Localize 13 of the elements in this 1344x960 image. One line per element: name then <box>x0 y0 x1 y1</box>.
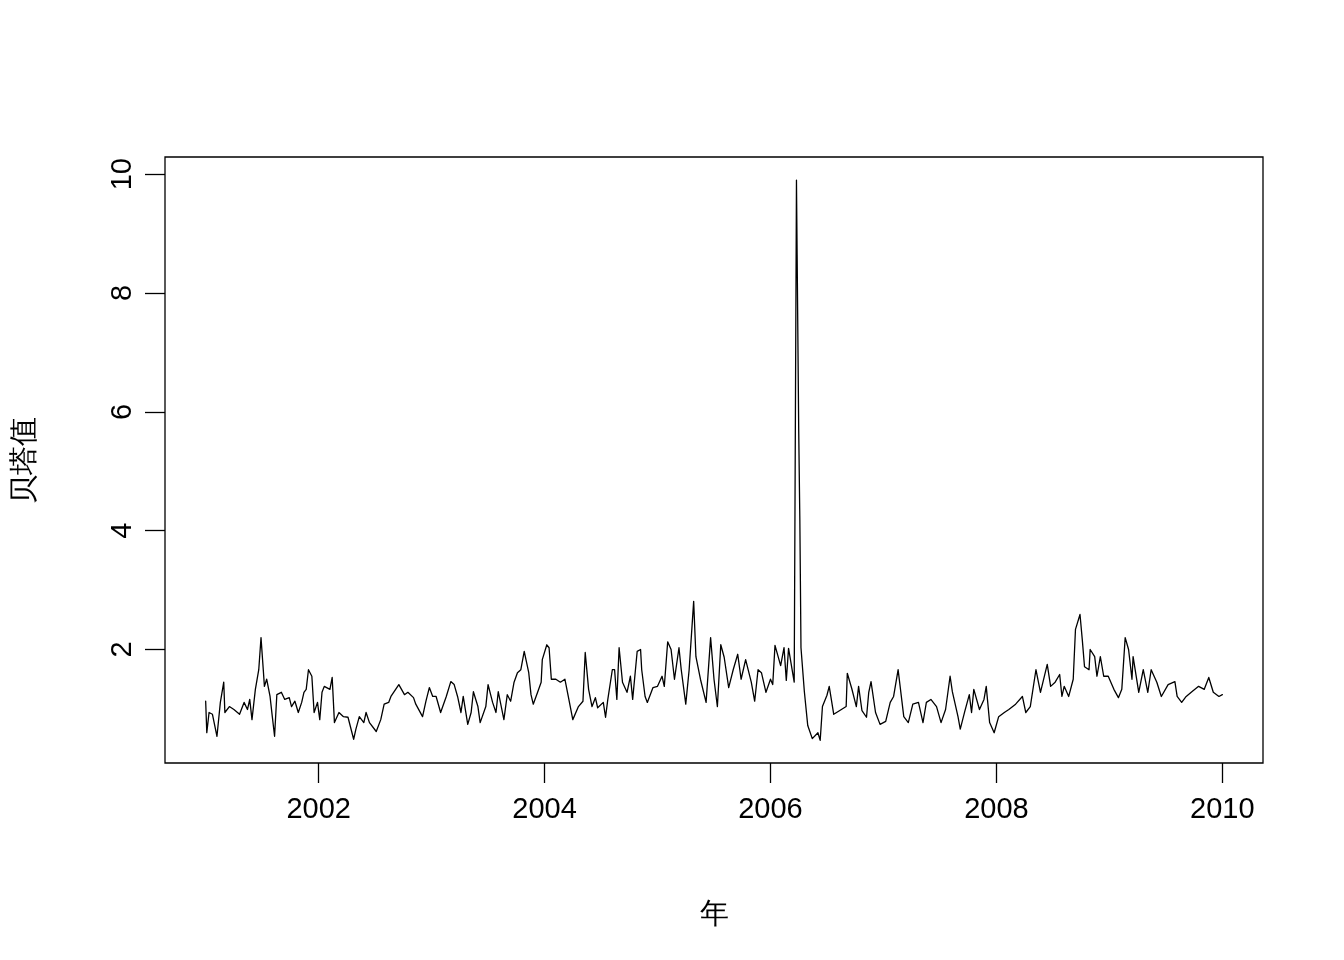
y-tick-label: 10 <box>104 158 137 191</box>
y-tick-label: 4 <box>104 522 137 539</box>
y-tick-label: 6 <box>104 403 137 420</box>
x-tick-label: 2002 <box>286 791 351 824</box>
x-axis-title: 年 <box>699 896 729 929</box>
x-tick-label: 2006 <box>738 791 803 824</box>
y-tick-label: 2 <box>104 641 137 658</box>
line-series <box>205 179 1223 742</box>
x-tick-label: 2010 <box>1190 791 1255 824</box>
y-axis-title: 贝塔值 <box>6 416 39 504</box>
x-tick-label: 2008 <box>964 791 1029 824</box>
x-tick-label: 2004 <box>512 791 577 824</box>
y-tick-label: 8 <box>104 284 137 302</box>
